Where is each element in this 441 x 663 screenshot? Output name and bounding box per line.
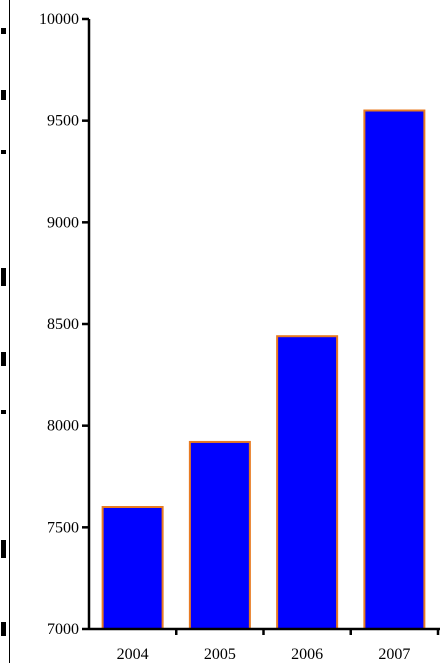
y-tick-label-7500: 7500	[47, 519, 79, 536]
y-tick-label-10000: 10000	[39, 11, 79, 28]
x-tick-label-2006: 2006	[291, 646, 323, 663]
y-tick-label-8000: 8000	[47, 418, 79, 435]
y-tick-label-9500: 9500	[47, 113, 79, 130]
bar-2004	[101, 506, 164, 630]
y-tick-label-8500: 8500	[47, 316, 79, 333]
y-tick-label-9000: 9000	[47, 214, 79, 231]
bar-2007	[363, 109, 426, 630]
bar-2006	[276, 335, 339, 630]
bar-2005	[188, 440, 251, 630]
x-tick-label-2005: 2005	[204, 646, 236, 663]
x-tick-label-2004: 2004	[117, 646, 149, 663]
y-tick-label-7000: 7000	[47, 621, 79, 638]
cropped-edge-strip	[0, 0, 10, 663]
x-tick-label-2007: 2007	[378, 646, 410, 663]
